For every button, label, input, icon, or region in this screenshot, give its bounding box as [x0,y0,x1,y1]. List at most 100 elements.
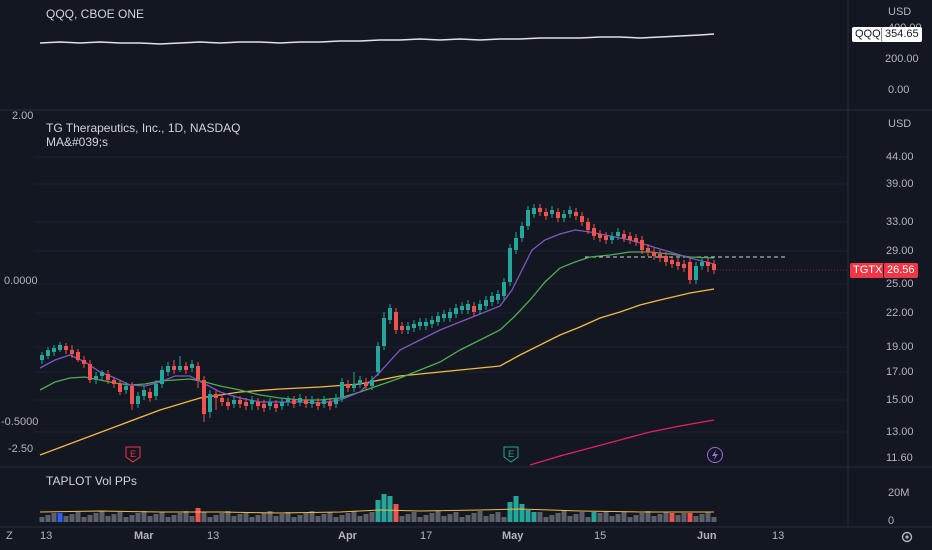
volume-bar [363,514,369,522]
volume-bar [471,513,477,522]
candle-body [670,260,674,264]
gear-icon[interactable] [900,530,914,544]
volume-bar [573,514,579,522]
volume-bar [681,513,687,522]
volume-bar [387,496,393,522]
candle-body [682,264,686,268]
candle-body [136,396,140,404]
volume-bar [237,514,243,522]
ma-fast-line [39,229,715,404]
volume-y-tick-0: 0 [888,515,895,527]
ma-indicator-label[interactable]: MA&#039;s [46,135,109,149]
volume-bar [429,513,435,522]
volume-bar [507,502,513,522]
candle-body [586,222,590,230]
volume-bar [531,512,537,522]
earnings-marker-2[interactable] [503,446,519,463]
ma-slow-line [39,288,715,456]
volume-bar [189,516,195,522]
candle-body [490,296,494,302]
candle-body [550,210,554,214]
candle-body [544,212,548,216]
candle-body [700,262,704,266]
candle-body [634,238,638,242]
candle-body [466,304,470,310]
y-tick-29: 29.00 [886,245,914,257]
candle-body [370,380,374,386]
volume-bar [369,512,375,522]
volume-bar [285,512,291,522]
volume-bar [195,508,201,522]
zoom-icon[interactable]: Z [6,530,13,542]
candle-body [100,372,104,376]
candle-body [406,326,410,330]
volume-bar [627,517,633,522]
left-scale-tick-4: -2.50 [8,443,34,455]
y-tick-17: 17.00 [886,366,914,378]
volume-bar [537,512,543,522]
candle-body [250,400,254,404]
candle-body [94,376,98,380]
x-label-13-feb: 13 [40,530,53,542]
x-label-13-mar: 13 [207,530,220,542]
candle-body [106,374,110,380]
volume-bar [225,511,231,522]
volume-y-tick-20m: 20M [888,487,910,499]
volume-bar [87,515,93,522]
volume-bar [705,512,711,522]
candle-body [454,308,458,314]
left-scale-tick-1: 2.00 [12,110,34,122]
volume-bar [315,516,321,522]
volume-bar [699,514,705,522]
volume-bar [279,514,285,522]
candle-body [262,404,266,408]
qqq-currency-label: USD [888,6,912,18]
volume-bar [585,517,591,522]
candle-body [526,210,530,226]
qqq-price-badge: 354.65 [881,27,922,42]
volume-bar [621,512,627,522]
candle-body [196,366,200,380]
candle-body [286,398,290,402]
candle-body [88,364,92,380]
candle-body [622,234,626,238]
volume-bar [567,516,573,522]
volume-legend-title: TAPLOT Vol PPs [46,474,137,488]
candle-body [484,300,488,306]
candle-body [676,262,680,266]
volume-bar [261,513,267,522]
candle-body [280,402,284,406]
volume-bar [105,516,111,522]
volume-bar [663,512,669,522]
main-currency-label: USD [888,118,912,130]
y-tick-13: 13.00 [886,426,914,438]
candle-body [334,398,338,404]
candle-body [346,384,350,388]
y-tick-25: 25.00 [886,278,914,290]
volume-bar [693,516,699,522]
candle-body [244,402,248,406]
volume-bar [549,515,555,522]
volume-bar [129,515,135,522]
earnings-marker-1[interactable] [125,446,141,463]
dividend-event-icon[interactable] [707,447,723,463]
volume-bar [93,513,99,522]
candle-body [706,262,710,266]
volume-bar [453,512,459,522]
candle-body [52,348,56,352]
volume-bar [153,514,159,522]
candle-body [82,360,86,364]
candle-body [652,252,656,256]
volume-bar [633,515,639,522]
qqq-y-tick-3: 0.00 [888,84,910,96]
candle-body [598,234,602,238]
volume-bar [675,515,681,522]
candle-body [154,384,158,396]
candle-body [328,402,332,406]
y-tick-33: 33.00 [886,216,914,228]
volume-bar [99,511,105,522]
candle-body [640,240,644,250]
candle-body [688,262,692,280]
volume-bar [345,513,351,522]
